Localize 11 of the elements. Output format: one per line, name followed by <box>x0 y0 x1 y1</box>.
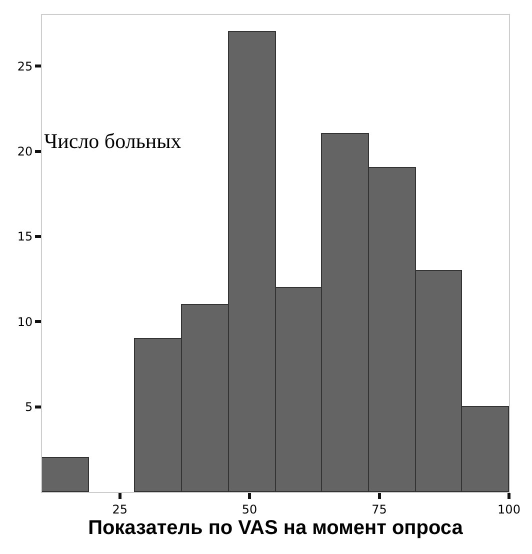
y-tick-label: 20 <box>17 144 33 158</box>
y-tick-label: 10 <box>17 314 33 329</box>
y-tick-label: 15 <box>17 230 33 244</box>
y-tick-label: 25 <box>17 59 33 74</box>
x-tick-label: 75 <box>372 502 387 516</box>
y-tick-label: 5 <box>24 400 33 414</box>
x-tick-label: 25 <box>112 502 128 516</box>
x-tick-label: 100 <box>498 502 520 516</box>
x-tick-label: 50 <box>242 502 258 516</box>
y-axis-title: Число больных <box>44 129 182 153</box>
x-axis-title: Показатель по VAS на момент опроса <box>88 516 464 539</box>
